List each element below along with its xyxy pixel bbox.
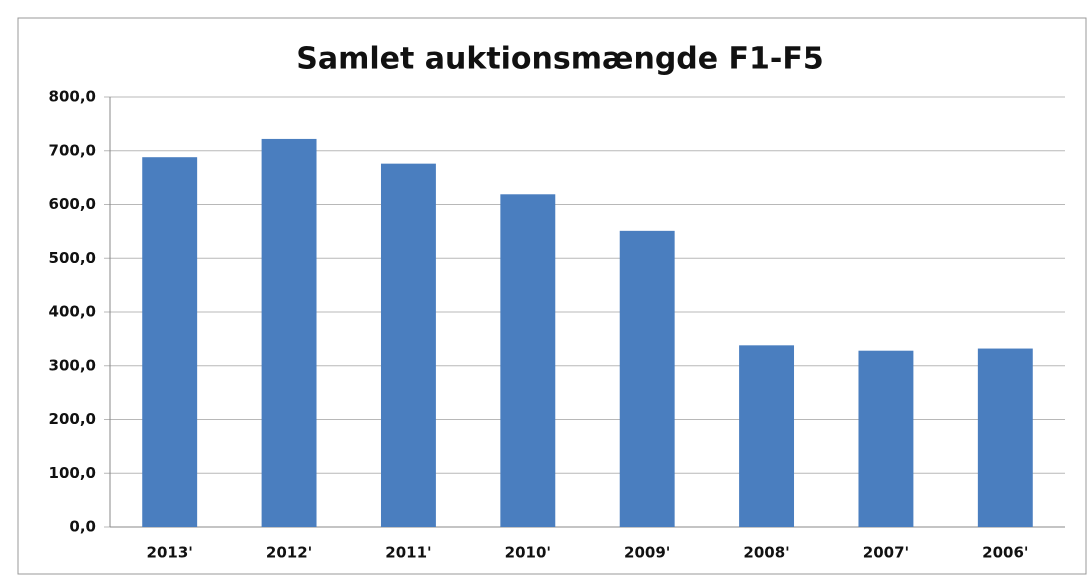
y-tick-label: 400,0 [49, 303, 96, 321]
bar [380, 163, 436, 527]
x-tick-label: 2012' [266, 544, 312, 562]
bar [142, 157, 198, 527]
x-tick-label: 2007' [863, 544, 909, 562]
bar [619, 230, 675, 527]
bar [261, 138, 317, 528]
y-tick-label: 0,0 [69, 518, 96, 536]
x-tick-label: 2013' [147, 544, 193, 562]
x-tick-label: 2009' [624, 544, 670, 562]
y-tick-label: 100,0 [49, 464, 96, 482]
y-tick-label: 500,0 [49, 249, 96, 267]
x-tick-label: 2011' [385, 544, 431, 562]
x-tick-label: 2008' [743, 544, 789, 562]
bar [500, 194, 556, 527]
y-tick-label: 800,0 [49, 88, 96, 106]
y-tick-label: 200,0 [49, 410, 96, 428]
bar [977, 348, 1033, 527]
bar [858, 350, 914, 527]
x-tick-label: 2010' [505, 544, 551, 562]
y-tick-label: 700,0 [49, 141, 96, 159]
y-tick-label: 300,0 [49, 356, 96, 374]
y-tick-label: 600,0 [49, 195, 96, 213]
bar [739, 345, 795, 527]
x-tick-label: 2006' [982, 544, 1028, 562]
chart-title: Samlet auktionsmængde F1-F5 [296, 42, 824, 77]
